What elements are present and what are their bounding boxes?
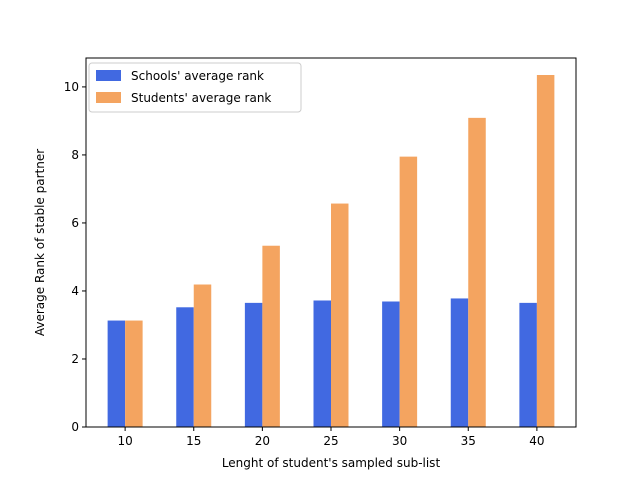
- x-ticks: 10 15 20 25 30 35 40: [117, 427, 545, 448]
- x-axis-label: Lenght of student's sampled sub-list: [222, 456, 441, 470]
- legend-swatch: [96, 70, 121, 81]
- x-tick-label: 25: [323, 434, 338, 448]
- bar-schools-25: [313, 300, 331, 427]
- y-tick-label: 0: [71, 420, 79, 434]
- legend-box: [88, 62, 302, 113]
- bar-students-15: [193, 284, 212, 427]
- bars-layer: [107, 75, 555, 428]
- y-tick-label: 10: [64, 80, 79, 94]
- bar-schools-20: [244, 302, 263, 427]
- bar-schools-10: [107, 320, 126, 427]
- bar-schools-30: [382, 301, 400, 427]
- x-tick-label: 30: [392, 434, 407, 448]
- bar-students-20: [262, 245, 280, 427]
- legend: Schools' average rank Students' average r…: [88, 62, 302, 113]
- y-tick-label: 8: [71, 148, 79, 162]
- bar-students-10: [125, 320, 143, 427]
- bar-students-30: [399, 156, 418, 428]
- x-tick-label: 40: [529, 434, 544, 448]
- legend-label: Schools' average rank: [131, 69, 264, 83]
- y-tick-label: 2: [71, 352, 79, 366]
- y-tick-label: 6: [71, 216, 79, 230]
- bar-schools-15: [176, 307, 194, 427]
- bar-students-40: [536, 75, 555, 427]
- x-tick-label: 10: [117, 434, 132, 448]
- legend-label: Students' average rank: [131, 91, 271, 105]
- x-tick-label: 20: [255, 434, 270, 448]
- x-tick-label: 35: [461, 434, 476, 448]
- bar-students-25: [331, 203, 349, 427]
- bar-schools-35: [450, 298, 469, 427]
- y-axis-label: Average Rank of stable partner: [33, 149, 47, 336]
- x-tick-label: 15: [186, 434, 201, 448]
- bar-schools-40: [519, 302, 537, 427]
- legend-swatch: [96, 92, 121, 103]
- y-tick-label: 4: [71, 284, 79, 298]
- bar-students-35: [468, 117, 486, 427]
- y-ticks: 0 2 4 6 8 10: [64, 80, 86, 434]
